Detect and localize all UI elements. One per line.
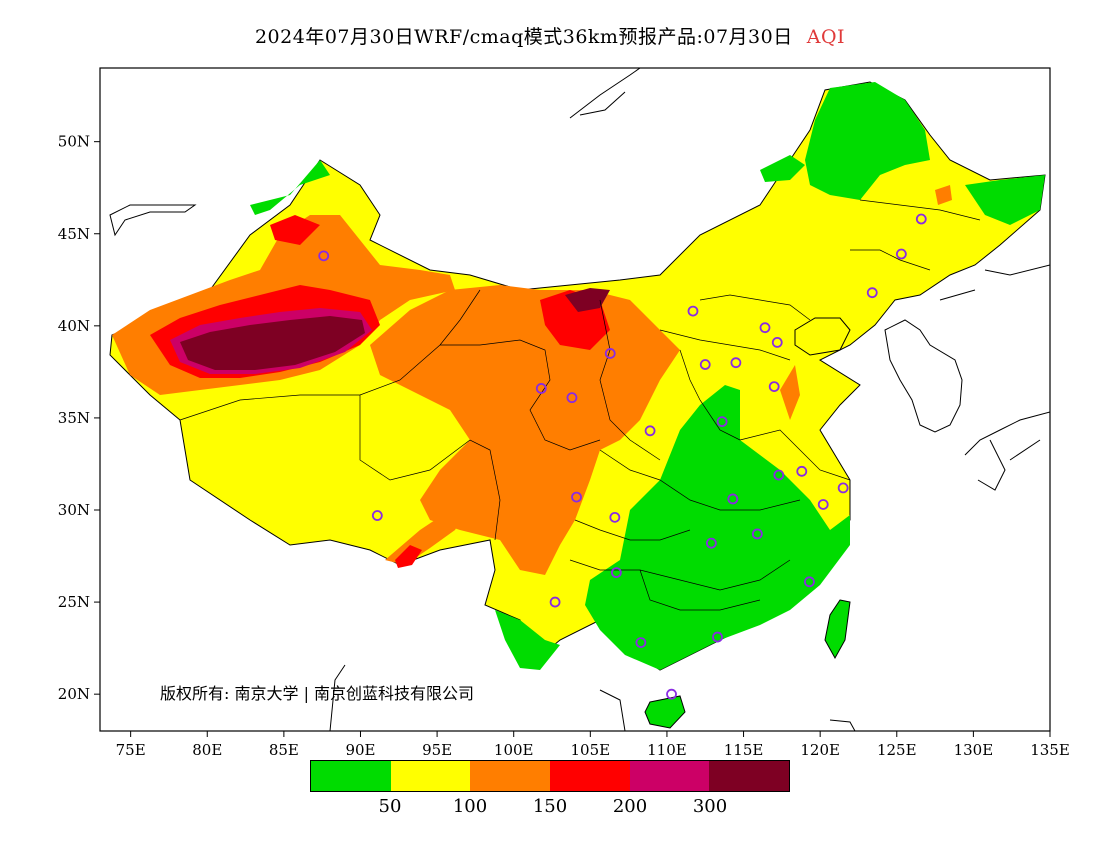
x-tick-label: 110E [647, 741, 687, 759]
station-marker [716, 416, 728, 428]
station-marker [566, 392, 578, 404]
city-stations [318, 213, 927, 700]
map-title: 2024年07月30日WRF/cmaq模式36km预报产品:07月30日 AQI [0, 22, 1100, 49]
legend-label: 50 [378, 796, 402, 817]
copyright-text: 版权所有: 南京大学 | 南京创蓝科技有限公司 [160, 684, 475, 703]
station-marker [712, 631, 723, 643]
x-tick-label: 105E [571, 741, 611, 759]
station-marker [666, 688, 677, 700]
station-marker [609, 511, 621, 523]
color-legend [310, 760, 790, 792]
x-tick-label: 80E [192, 741, 222, 759]
y-tick-label: 45N [58, 225, 90, 243]
green-small-ne [760, 155, 805, 182]
x-tick-label: 135E [1030, 741, 1070, 759]
station-marker [727, 493, 739, 505]
station-marker [751, 528, 763, 540]
y-tick-label: 50N [58, 133, 90, 151]
green-xinjiang-north [250, 160, 330, 215]
green-northeast [805, 82, 930, 200]
station-marker [535, 383, 547, 394]
coastline-balkhash [109, 204, 197, 237]
map-plot [109, 68, 1050, 731]
station-marker [804, 576, 815, 588]
x-tick-label: 130E [954, 741, 994, 759]
station-marker [773, 469, 785, 481]
orange-east [780, 365, 800, 420]
coastline-korea [884, 319, 963, 433]
station-marker [371, 510, 383, 521]
province-borders [179, 199, 981, 611]
station-marker [759, 322, 771, 334]
station-marker [817, 499, 829, 510]
green-south [585, 385, 850, 670]
orange-central [370, 285, 680, 575]
station-marker [604, 348, 616, 359]
coastline-japan [964, 411, 1050, 491]
station-marker [687, 305, 699, 317]
legend-label: 300 [692, 796, 728, 817]
station-marker [768, 381, 780, 393]
coastline-baikal [569, 68, 641, 119]
x-tick-label: 90E [345, 741, 375, 759]
station-marker [866, 287, 878, 299]
x-tick-label: 95E [422, 741, 452, 759]
title-text: 2024年07月30日WRF/cmaq模式36km预报产品:07月30日 [254, 26, 793, 48]
legend-label: 150 [532, 796, 568, 817]
y-tick-label: 20N [58, 685, 90, 703]
y-tick-label: 30N [58, 501, 90, 519]
station-marker [571, 491, 582, 503]
maroon-inner-mongolia [565, 288, 610, 312]
station-marker [610, 567, 622, 579]
green-hainan [644, 695, 686, 729]
y-tick-label: 25N [58, 593, 90, 611]
x-tick-label: 75E [116, 741, 146, 759]
legend-swatch [470, 761, 551, 791]
station-marker [705, 537, 717, 549]
station-marker [895, 248, 907, 260]
maroon-tarim [180, 316, 365, 370]
legend-swatch [390, 761, 471, 791]
station-marker [635, 637, 647, 648]
station-marker [915, 213, 927, 225]
station-marker [699, 359, 711, 370]
y-axis: 50N 45N 40N 35N 30N 25N 20N [58, 133, 100, 703]
legend-label: 200 [612, 796, 648, 817]
x-tick-label: 100E [494, 741, 534, 759]
orange-ne-spot [935, 185, 952, 205]
station-marker [549, 596, 561, 608]
station-marker [644, 425, 656, 437]
station-marker [796, 465, 808, 477]
x-axis: 75E 80E 85E 90E 95E 100E 105E 110E 115E 120E 125E 1… [116, 731, 1070, 759]
legend-label: 100 [452, 796, 488, 817]
coastline-indochina [329, 664, 856, 731]
red-tibet-south [395, 545, 422, 568]
map-frame [99, 67, 1051, 732]
y-tick-label: 40N [58, 317, 90, 335]
x-tick-label: 120E [800, 741, 840, 759]
y-tick-label: 35N [58, 409, 90, 427]
green-taiwan [824, 599, 851, 660]
station-marker [771, 337, 783, 348]
legend-swatch [709, 761, 790, 791]
title-variable: AQI [806, 26, 846, 48]
x-tick-label: 125E [877, 741, 917, 759]
green-far-northeast [965, 175, 1045, 225]
x-tick-label: 115E [724, 741, 764, 759]
coastline-russia-east [939, 264, 1050, 301]
legend-swatch [629, 761, 710, 791]
coastline-bohai [794, 317, 851, 356]
red-north-xinjiang [270, 215, 320, 245]
station-marker [837, 482, 849, 494]
station-marker [318, 250, 330, 262]
station-marker [730, 357, 742, 369]
legend-swatch [550, 761, 630, 791]
x-tick-label: 85E [269, 741, 299, 759]
legend-swatch [311, 761, 391, 791]
green-southwest [495, 610, 560, 670]
